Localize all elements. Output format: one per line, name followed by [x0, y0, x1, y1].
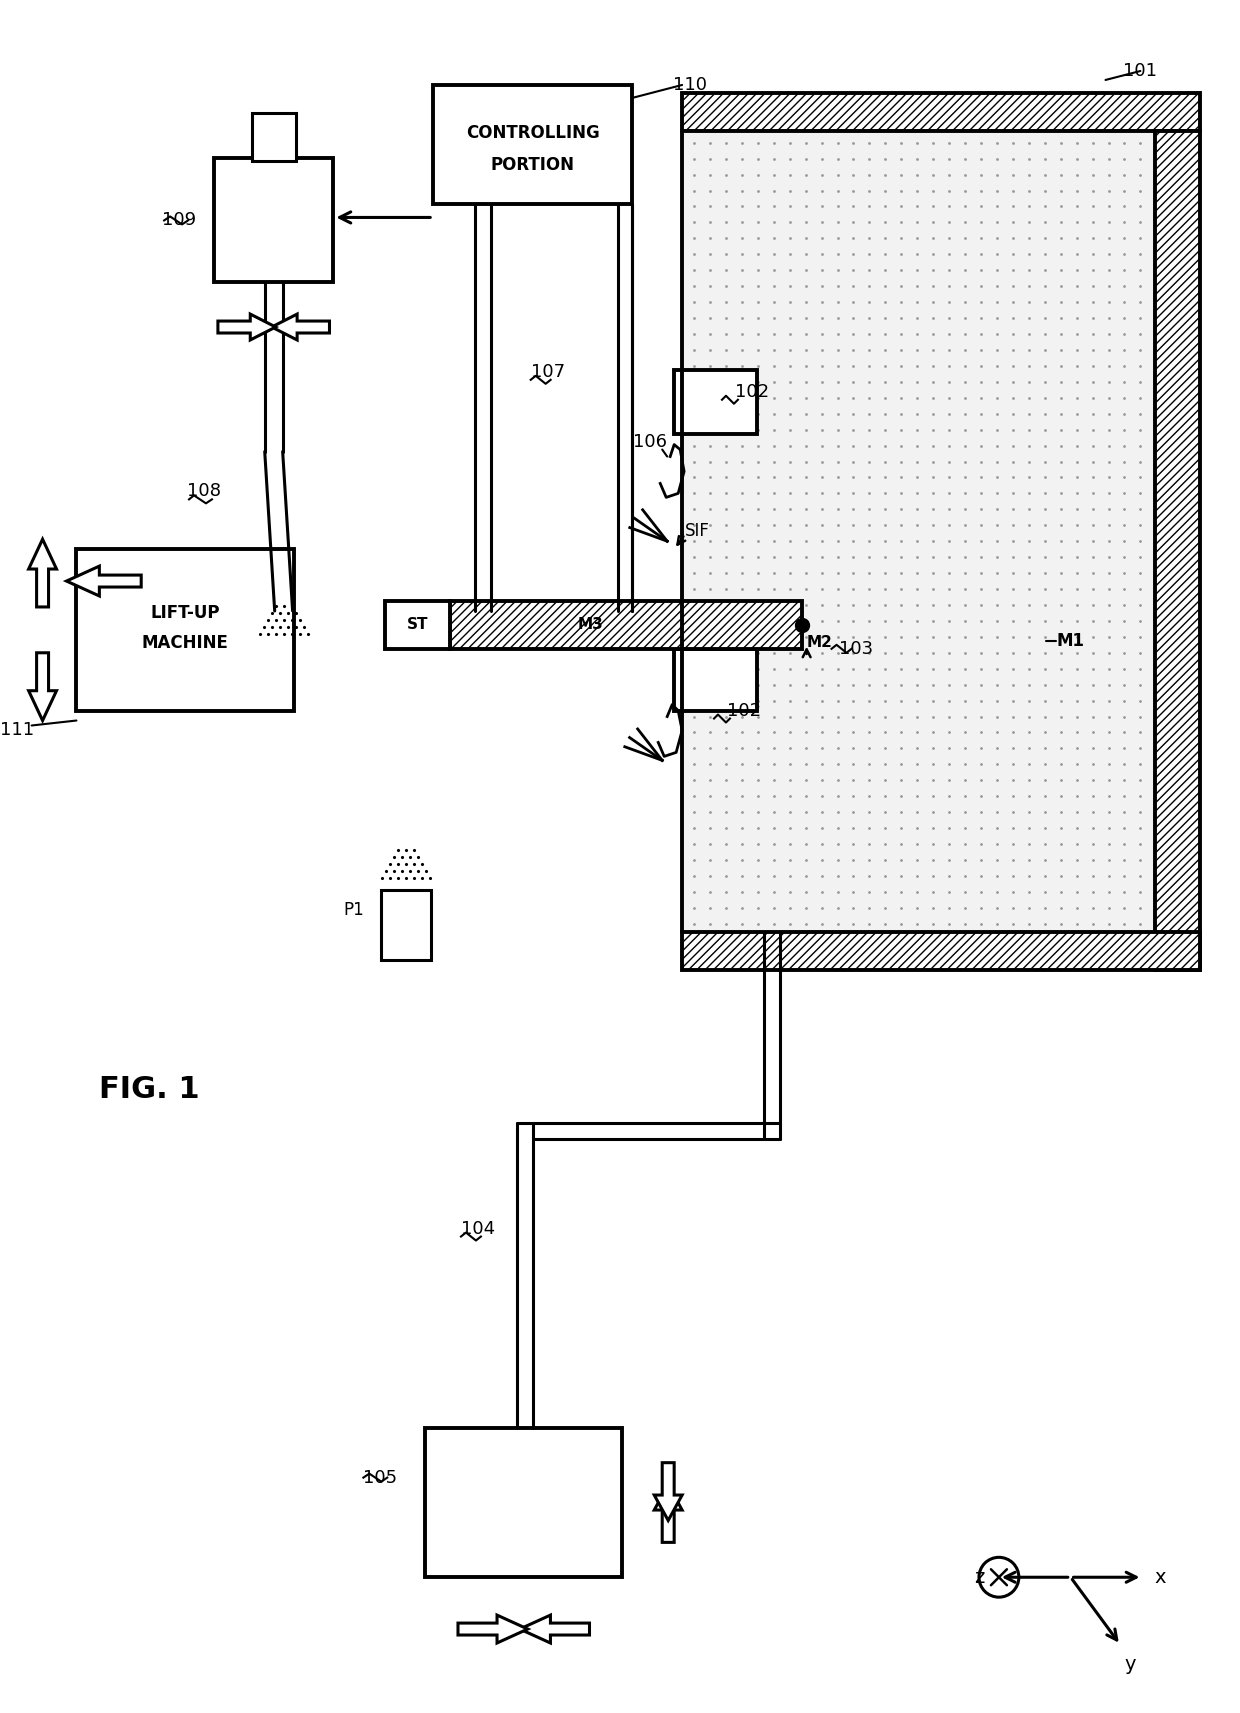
Bar [682, 93, 1200, 130]
Text: y: y [1125, 1655, 1136, 1674]
Text: 108: 108 [187, 483, 221, 500]
Text: 109: 109 [162, 211, 196, 230]
Polygon shape [458, 1615, 528, 1643]
Bar [675, 370, 756, 433]
Text: P1: P1 [343, 901, 363, 918]
Text: MACHINE: MACHINE [141, 634, 228, 653]
Polygon shape [520, 1615, 589, 1643]
Bar [682, 932, 1200, 970]
Text: FIG. 1: FIG. 1 [99, 1074, 200, 1103]
Bar [433, 86, 632, 204]
Text: 103: 103 [839, 639, 873, 658]
Bar [381, 889, 432, 959]
Bar [675, 649, 756, 711]
Text: 102: 102 [727, 702, 761, 719]
Polygon shape [655, 1485, 682, 1542]
Text: 102: 102 [735, 382, 769, 401]
Bar [215, 158, 334, 283]
Polygon shape [67, 565, 141, 596]
Circle shape [980, 1557, 1019, 1597]
Text: 104: 104 [461, 1220, 495, 1237]
Text: 110: 110 [673, 75, 707, 94]
Polygon shape [218, 313, 275, 339]
Text: z: z [973, 1567, 985, 1586]
Polygon shape [655, 1463, 682, 1521]
Text: M3: M3 [578, 617, 604, 632]
Text: M2: M2 [807, 636, 832, 651]
Text: 111: 111 [0, 721, 33, 740]
Bar [77, 550, 294, 711]
Bar [252, 113, 295, 161]
Polygon shape [272, 313, 330, 339]
Text: SIF: SIF [684, 522, 709, 540]
Polygon shape [29, 540, 57, 606]
Text: M1: M1 [1056, 632, 1084, 649]
Text: LIFT-UP: LIFT-UP [150, 605, 219, 622]
Text: ST: ST [407, 617, 428, 632]
Bar [1156, 130, 1200, 970]
Polygon shape [29, 653, 57, 721]
Text: CONTROLLING: CONTROLLING [466, 123, 600, 142]
Bar [386, 601, 450, 649]
Bar [450, 601, 802, 649]
Text: 101: 101 [1123, 62, 1157, 81]
Text: PORTION: PORTION [491, 156, 574, 173]
Bar [425, 1429, 622, 1578]
Text: x: x [1154, 1567, 1166, 1586]
Bar [682, 130, 1156, 932]
Text: 107: 107 [531, 363, 564, 380]
Text: 105: 105 [363, 1468, 397, 1487]
Text: 106: 106 [634, 433, 667, 451]
